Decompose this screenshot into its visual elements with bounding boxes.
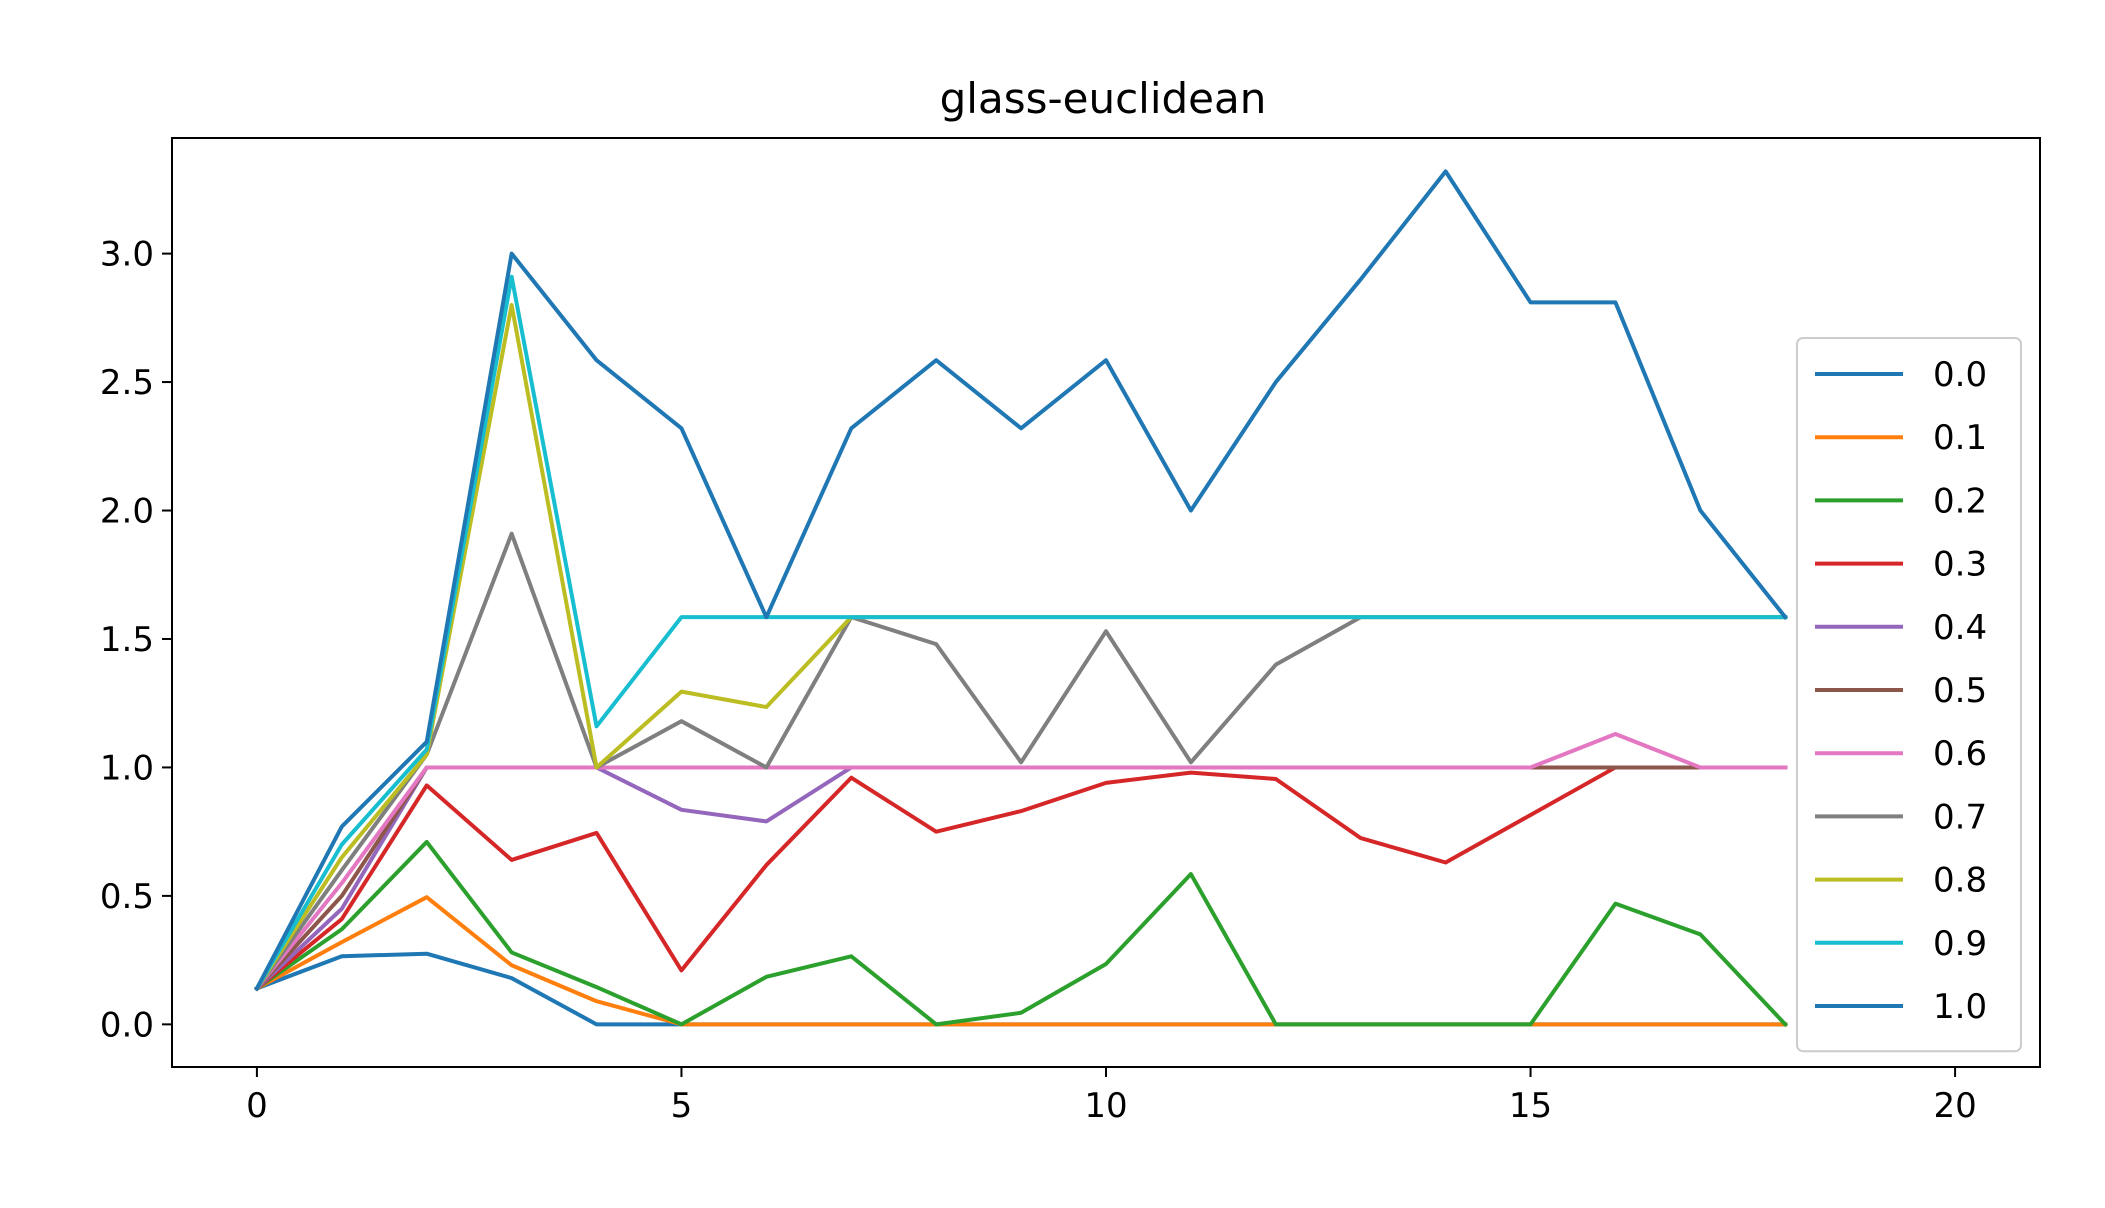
series-line-0.6 — [254, 732, 1788, 992]
series-line-0.3 — [254, 765, 1788, 992]
y-tick-label: 1.0 — [100, 748, 154, 788]
legend-label-0.0: 0.0 — [1933, 355, 1987, 395]
y-tick-label: 0.5 — [100, 877, 154, 917]
x-tick-label: 5 — [671, 1086, 693, 1126]
x-tick-label: 15 — [1509, 1086, 1552, 1126]
legend-label-0.9: 0.9 — [1933, 924, 1987, 964]
y-tick-label: 0.0 — [100, 1005, 154, 1045]
legend-label-0.2: 0.2 — [1933, 481, 1987, 521]
x-tick-label: 0 — [246, 1086, 268, 1126]
series-line-0.2 — [254, 839, 1789, 1028]
legend-label-0.6: 0.6 — [1933, 734, 1987, 774]
legend-label-1.0: 1.0 — [1933, 987, 1987, 1027]
chart-title: glass-euclidean — [940, 74, 1267, 123]
y-tick-label: 2.0 — [100, 492, 154, 532]
y-tick-label: 1.5 — [100, 620, 154, 660]
y-tick-label: 3.0 — [100, 235, 154, 275]
legend-label-0.1: 0.1 — [1933, 418, 1987, 458]
plot-area: 0 5 10 15 20 0.0 0.5 1.0 1.5 2.0 2.5 3.0 0.0 0.1 0.2 0.… — [100, 137, 2041, 1126]
series-line-1.0 — [254, 169, 1789, 992]
legend-label-0.4: 0.4 — [1933, 608, 1987, 648]
legend-label-0.7: 0.7 — [1933, 797, 1987, 837]
y-tick-label: 2.5 — [100, 363, 154, 403]
legend-label-0.8: 0.8 — [1933, 861, 1987, 901]
x-tick-label: 10 — [1084, 1086, 1127, 1126]
series-line-0.9 — [254, 274, 1788, 992]
legend-box — [1796, 337, 2022, 1053]
legend-label-0.3: 0.3 — [1933, 545, 1987, 585]
x-tick-label: 20 — [1933, 1086, 1976, 1126]
legend-label-0.5: 0.5 — [1933, 671, 1987, 711]
